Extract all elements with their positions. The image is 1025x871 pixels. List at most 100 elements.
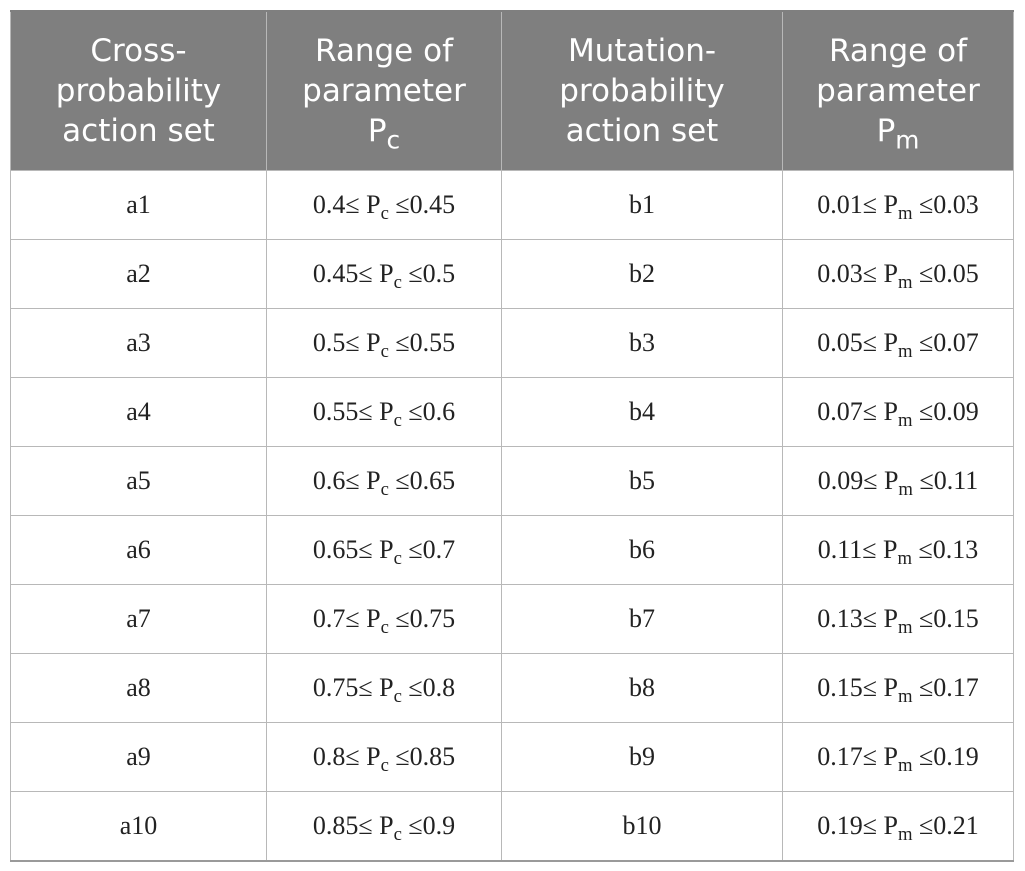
mutation-action-cell: b10 [501,791,783,862]
pc-upper-text: ≤0.5 [401,259,456,288]
pm-upper-text: ≤0.21 [912,811,979,840]
pm-upper-text: ≤0.11 [912,466,979,495]
mutation-action-cell: b4 [501,377,783,447]
header-label: Range of parameter P [302,33,466,149]
pm-lower-text: 0.17≤ P [817,742,898,771]
pm-subscript: m [897,616,913,638]
mutation-action-cell: b6 [501,515,783,585]
mutation-action-cell: b2 [501,239,783,309]
pc-subscript: c [380,616,389,638]
pc-upper-text: ≤0.75 [388,604,456,633]
pc-subscript: c [393,547,402,569]
pm-lower-text: 0.01≤ P [817,190,898,219]
pm-upper-text: ≤0.09 [912,397,979,426]
pc-range-cell: 0.45≤ Pc ≤0.5 [266,239,502,309]
pm-upper-text: ≤0.13 [912,535,979,564]
pm-upper-text: ≤0.15 [912,604,979,633]
header-label: Range of parameter P [816,33,980,149]
mutation-action-cell: b7 [501,584,783,654]
pm-subscript: m [897,271,913,293]
pm-subscript: m [897,202,913,224]
pm-subscript: m [897,685,913,707]
pm-lower-text: 0.07≤ P [817,397,898,426]
pc-upper-text: ≤0.9 [401,811,456,840]
pc-subscript: c [393,823,402,845]
pc-subscript: c [380,202,389,224]
pm-range-cell: 0.05≤ Pm ≤0.07 [782,308,1014,378]
pc-subscript: c [380,478,389,500]
cross-action-cell: a9 [10,722,267,792]
pc-subscript: c [393,685,402,707]
pm-lower-text: 0.15≤ P [817,673,898,702]
pc-upper-text: ≤0.65 [388,466,456,495]
pm-lower-text: 0.19≤ P [817,811,898,840]
table-row: a9 0.8≤ Pc ≤0.85 b9 0.17≤ Pm ≤0.19 [10,722,1014,792]
pm-upper-text: ≤0.19 [912,742,979,771]
cross-action-cell: a6 [10,515,267,585]
pc-lower-text: 0.4≤ P [312,190,381,219]
pm-range-cell: 0.03≤ Pm ≤0.05 [782,239,1014,309]
header-row: Cross- probability action set Range of pa… [10,10,1014,171]
header-cross-action-set: Cross- probability action set [10,10,267,171]
pc-lower-text: 0.6≤ P [312,466,381,495]
table-row: a10 0.85≤ Pc ≤0.9 b10 0.19≤ Pm ≤0.21 [10,791,1014,862]
pm-range-cell: 0.19≤ Pm ≤0.21 [782,791,1014,862]
pc-lower-text: 0.7≤ P [312,604,381,633]
pm-upper-text: ≤0.17 [912,673,979,702]
pc-lower-text: 0.65≤ P [312,535,394,564]
pc-range-cell: 0.55≤ Pc ≤0.6 [266,377,502,447]
pc-lower-text: 0.8≤ P [312,742,381,771]
pc-range-cell: 0.5≤ Pc ≤0.55 [266,308,502,378]
table-row: a2 0.45≤ Pc ≤0.5 b2 0.03≤ Pm ≤0.05 [10,239,1014,309]
table-row: a5 0.6≤ Pc ≤0.65 b5 0.09≤ Pm ≤0.11 [10,446,1014,516]
pc-lower-text: 0.55≤ P [312,397,394,426]
pc-range-cell: 0.7≤ Pc ≤0.75 [266,584,502,654]
pc-lower-text: 0.85≤ P [312,811,394,840]
cross-action-cell: a5 [10,446,267,516]
table-body: a1 0.4≤ Pc ≤0.45 b1 0.01≤ Pm ≤0.03 a2 0.45≤ P… [10,170,1014,862]
header-subscript: m [895,125,920,155]
pm-subscript: m [897,754,913,776]
pc-range-cell: 0.75≤ Pc ≤0.8 [266,653,502,723]
mutation-action-cell: b5 [501,446,783,516]
pc-lower-text: 0.5≤ P [312,328,381,357]
table-row: a7 0.7≤ Pc ≤0.75 b7 0.13≤ Pm ≤0.15 [10,584,1014,654]
pm-range-cell: 0.09≤ Pm ≤0.11 [782,446,1014,516]
table-row: a3 0.5≤ Pc ≤0.55 b3 0.05≤ Pm ≤0.07 [10,308,1014,378]
pc-range-cell: 0.85≤ Pc ≤0.9 [266,791,502,862]
pc-subscript: c [393,409,402,431]
cross-action-cell: a2 [10,239,267,309]
pc-upper-text: ≤0.45 [388,190,456,219]
pm-range-cell: 0.11≤ Pm ≤0.13 [782,515,1014,585]
pm-range-cell: 0.15≤ Pm ≤0.17 [782,653,1014,723]
pm-upper-text: ≤0.03 [912,190,979,219]
pc-range-cell: 0.6≤ Pc ≤0.65 [266,446,502,516]
pm-range-cell: 0.17≤ Pm ≤0.19 [782,722,1014,792]
pc-range-cell: 0.65≤ Pc ≤0.7 [266,515,502,585]
pm-upper-text: ≤0.05 [912,259,979,288]
table-row: a4 0.55≤ Pc ≤0.6 b4 0.07≤ Pm ≤0.09 [10,377,1014,447]
pc-lower-text: 0.45≤ P [312,259,394,288]
mutation-action-cell: b1 [501,170,783,240]
cross-action-cell: a7 [10,584,267,654]
pm-lower-text: 0.13≤ P [817,604,898,633]
pm-range-cell: 0.01≤ Pm ≤0.03 [782,170,1014,240]
pc-upper-text: ≤0.7 [401,535,456,564]
pm-range-cell: 0.07≤ Pm ≤0.09 [782,377,1014,447]
pc-range-cell: 0.8≤ Pc ≤0.85 [266,722,502,792]
header-range-pm: Range of parameter Pm [782,10,1014,171]
cross-action-cell: a4 [10,377,267,447]
cross-action-cell: a3 [10,308,267,378]
table-row: a6 0.65≤ Pc ≤0.7 b6 0.11≤ Pm ≤0.13 [10,515,1014,585]
cross-action-cell: a10 [10,791,267,862]
pm-lower-text: 0.11≤ P [817,535,898,564]
pm-subscript: m [897,340,913,362]
header-mutation-action-set: Mutation- probability action set [501,10,783,171]
pc-range-cell: 0.4≤ Pc ≤0.45 [266,170,502,240]
mutation-action-cell: b3 [501,308,783,378]
mutation-action-cell: b8 [501,653,783,723]
mutation-action-cell: b9 [501,722,783,792]
probability-action-table: Cross- probability action set Range of pa… [10,10,1014,862]
pm-subscript: m [898,478,913,500]
pm-subscript: m [897,547,913,569]
